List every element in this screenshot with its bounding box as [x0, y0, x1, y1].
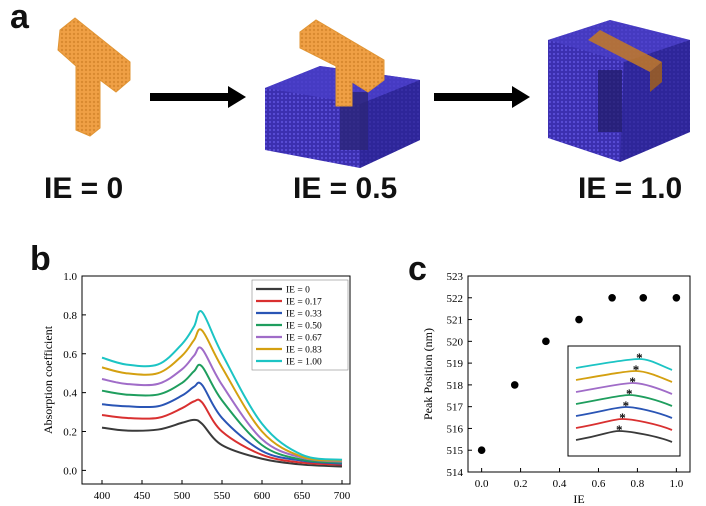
inset-spectrum-c: [575, 394, 673, 407]
legend-label-b: IE = 0.50: [286, 322, 322, 332]
inset-spectrum-c: [575, 430, 673, 443]
inset-peak-marker-c: *: [619, 410, 626, 425]
x-tick-label-b: 400: [94, 490, 111, 502]
x-tick-label-c: 0.4: [553, 478, 567, 490]
x-tick-label-c: 1.0: [669, 478, 683, 490]
y-tick-label-c: 520: [447, 336, 464, 348]
y-tick-label-c: 516: [447, 423, 464, 435]
plot-frame-c: [467, 275, 691, 473]
inset-spectrum-c: [575, 406, 673, 419]
arrow-1: [150, 86, 246, 108]
plot-frame-b: [81, 275, 351, 485]
y-tick-label-c: 514: [447, 467, 464, 479]
y-tick-label-b: 0.8: [63, 310, 77, 322]
data-point-c: [477, 446, 486, 455]
particle-ie10: [548, 20, 690, 162]
series-line-b: [101, 398, 343, 466]
panel-c-letter: c: [408, 250, 427, 288]
y-tick-label-c: 517: [447, 402, 464, 414]
particle-ie0: [57, 17, 131, 137]
x-tick-label-c: 0.2: [514, 478, 528, 490]
legend-label-b: IE = 1.00: [286, 358, 322, 368]
y-axis-label-c: Peak Position (nm): [421, 328, 435, 420]
legend-label-b: IE = 0.33: [286, 310, 322, 320]
particle-ie05: [265, 19, 420, 168]
y-tick-label-c: 515: [447, 445, 464, 457]
x-tick-label-b: 450: [134, 490, 151, 502]
x-axis-label-c: IE: [573, 492, 584, 506]
peak-position-chart: 0.0 0.2 0.4 0.6 0.8 1.0 514 515 516 517 518 519 520 5…: [421, 271, 691, 506]
x-tick-label-c: 0.0: [475, 478, 489, 490]
series-line-b: [101, 418, 343, 468]
y-tick-label-c: 522: [447, 293, 464, 305]
arrow-2: [434, 86, 530, 108]
legend-label-b: IE = 0.67: [286, 334, 322, 344]
y-tick-label-c: 518: [447, 380, 464, 392]
data-point-c: [672, 293, 681, 302]
panel-a-illustration: [57, 17, 690, 168]
y-tick-label-c: 523: [447, 271, 464, 283]
ie-label-05: IE = 0.5: [293, 172, 398, 205]
x-tick-label-b: 600: [254, 490, 271, 502]
series-line-b: [101, 310, 343, 461]
x-tick-label-c: 0.8: [631, 478, 645, 490]
y-tick-label-c: 521: [447, 315, 464, 327]
inset-peak-marker-c: *: [623, 398, 630, 413]
y-tick-label-b: 0.4: [63, 388, 77, 400]
y-axis-label-b: Absorption coefficient: [41, 325, 55, 434]
panel-b-letter: b: [30, 240, 51, 278]
inset-peak-marker-c: *: [629, 374, 636, 389]
x-tick-label-c: 0.6: [592, 478, 606, 490]
y-tick-label-b: 1.0: [63, 271, 77, 283]
data-point-c: [542, 337, 550, 346]
panel-a-letter: a: [10, 0, 29, 36]
series-line-b: [101, 346, 343, 463]
x-tick-label-b: 550: [214, 490, 231, 502]
inset-peak-marker-c: *: [636, 350, 643, 365]
data-point-c: [575, 315, 583, 324]
legend-label-b: IE = 0.83: [286, 346, 322, 356]
y-tick-label-b: 0.2: [63, 427, 77, 439]
y-tick-label-b: 0.0: [63, 465, 77, 477]
x-tick-label-b: 700: [334, 490, 351, 502]
data-point-c: [510, 381, 519, 389]
series-line-b: [101, 363, 343, 464]
y-tick-label-b: 0.6: [63, 349, 77, 361]
ie-label-10: IE = 1.0: [578, 172, 683, 205]
absorption-chart: 4004505005506006507000.00.20.40.60.81.0w…: [41, 271, 351, 502]
data-point-c: [608, 293, 616, 302]
inset-spectrum-c: [575, 418, 673, 431]
inset-peak-marker-c: *: [616, 422, 623, 437]
legend-label-b: IE = 0.17: [286, 298, 322, 308]
series-line-b: [101, 381, 343, 465]
inset-spectrum-c: [575, 382, 673, 395]
series-line-b: [101, 328, 343, 462]
x-tick-label-b: 650: [294, 490, 311, 502]
inset-peak-marker-c: *: [626, 386, 633, 401]
legend-label-b: IE = 0: [286, 286, 310, 296]
inset-spectrum-c: [575, 370, 673, 383]
y-tick-label-c: 519: [447, 358, 464, 370]
data-point-c: [639, 293, 648, 302]
inset-spectrum-c: [575, 358, 673, 371]
x-tick-label-b: 500: [174, 490, 191, 502]
inset-peak-marker-c: *: [633, 362, 640, 377]
ie-label-0: IE = 0: [44, 172, 124, 205]
